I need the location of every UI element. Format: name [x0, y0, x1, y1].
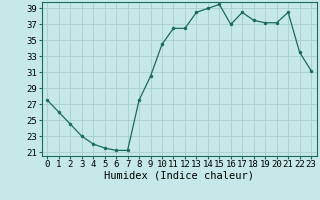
X-axis label: Humidex (Indice chaleur): Humidex (Indice chaleur) [104, 171, 254, 181]
